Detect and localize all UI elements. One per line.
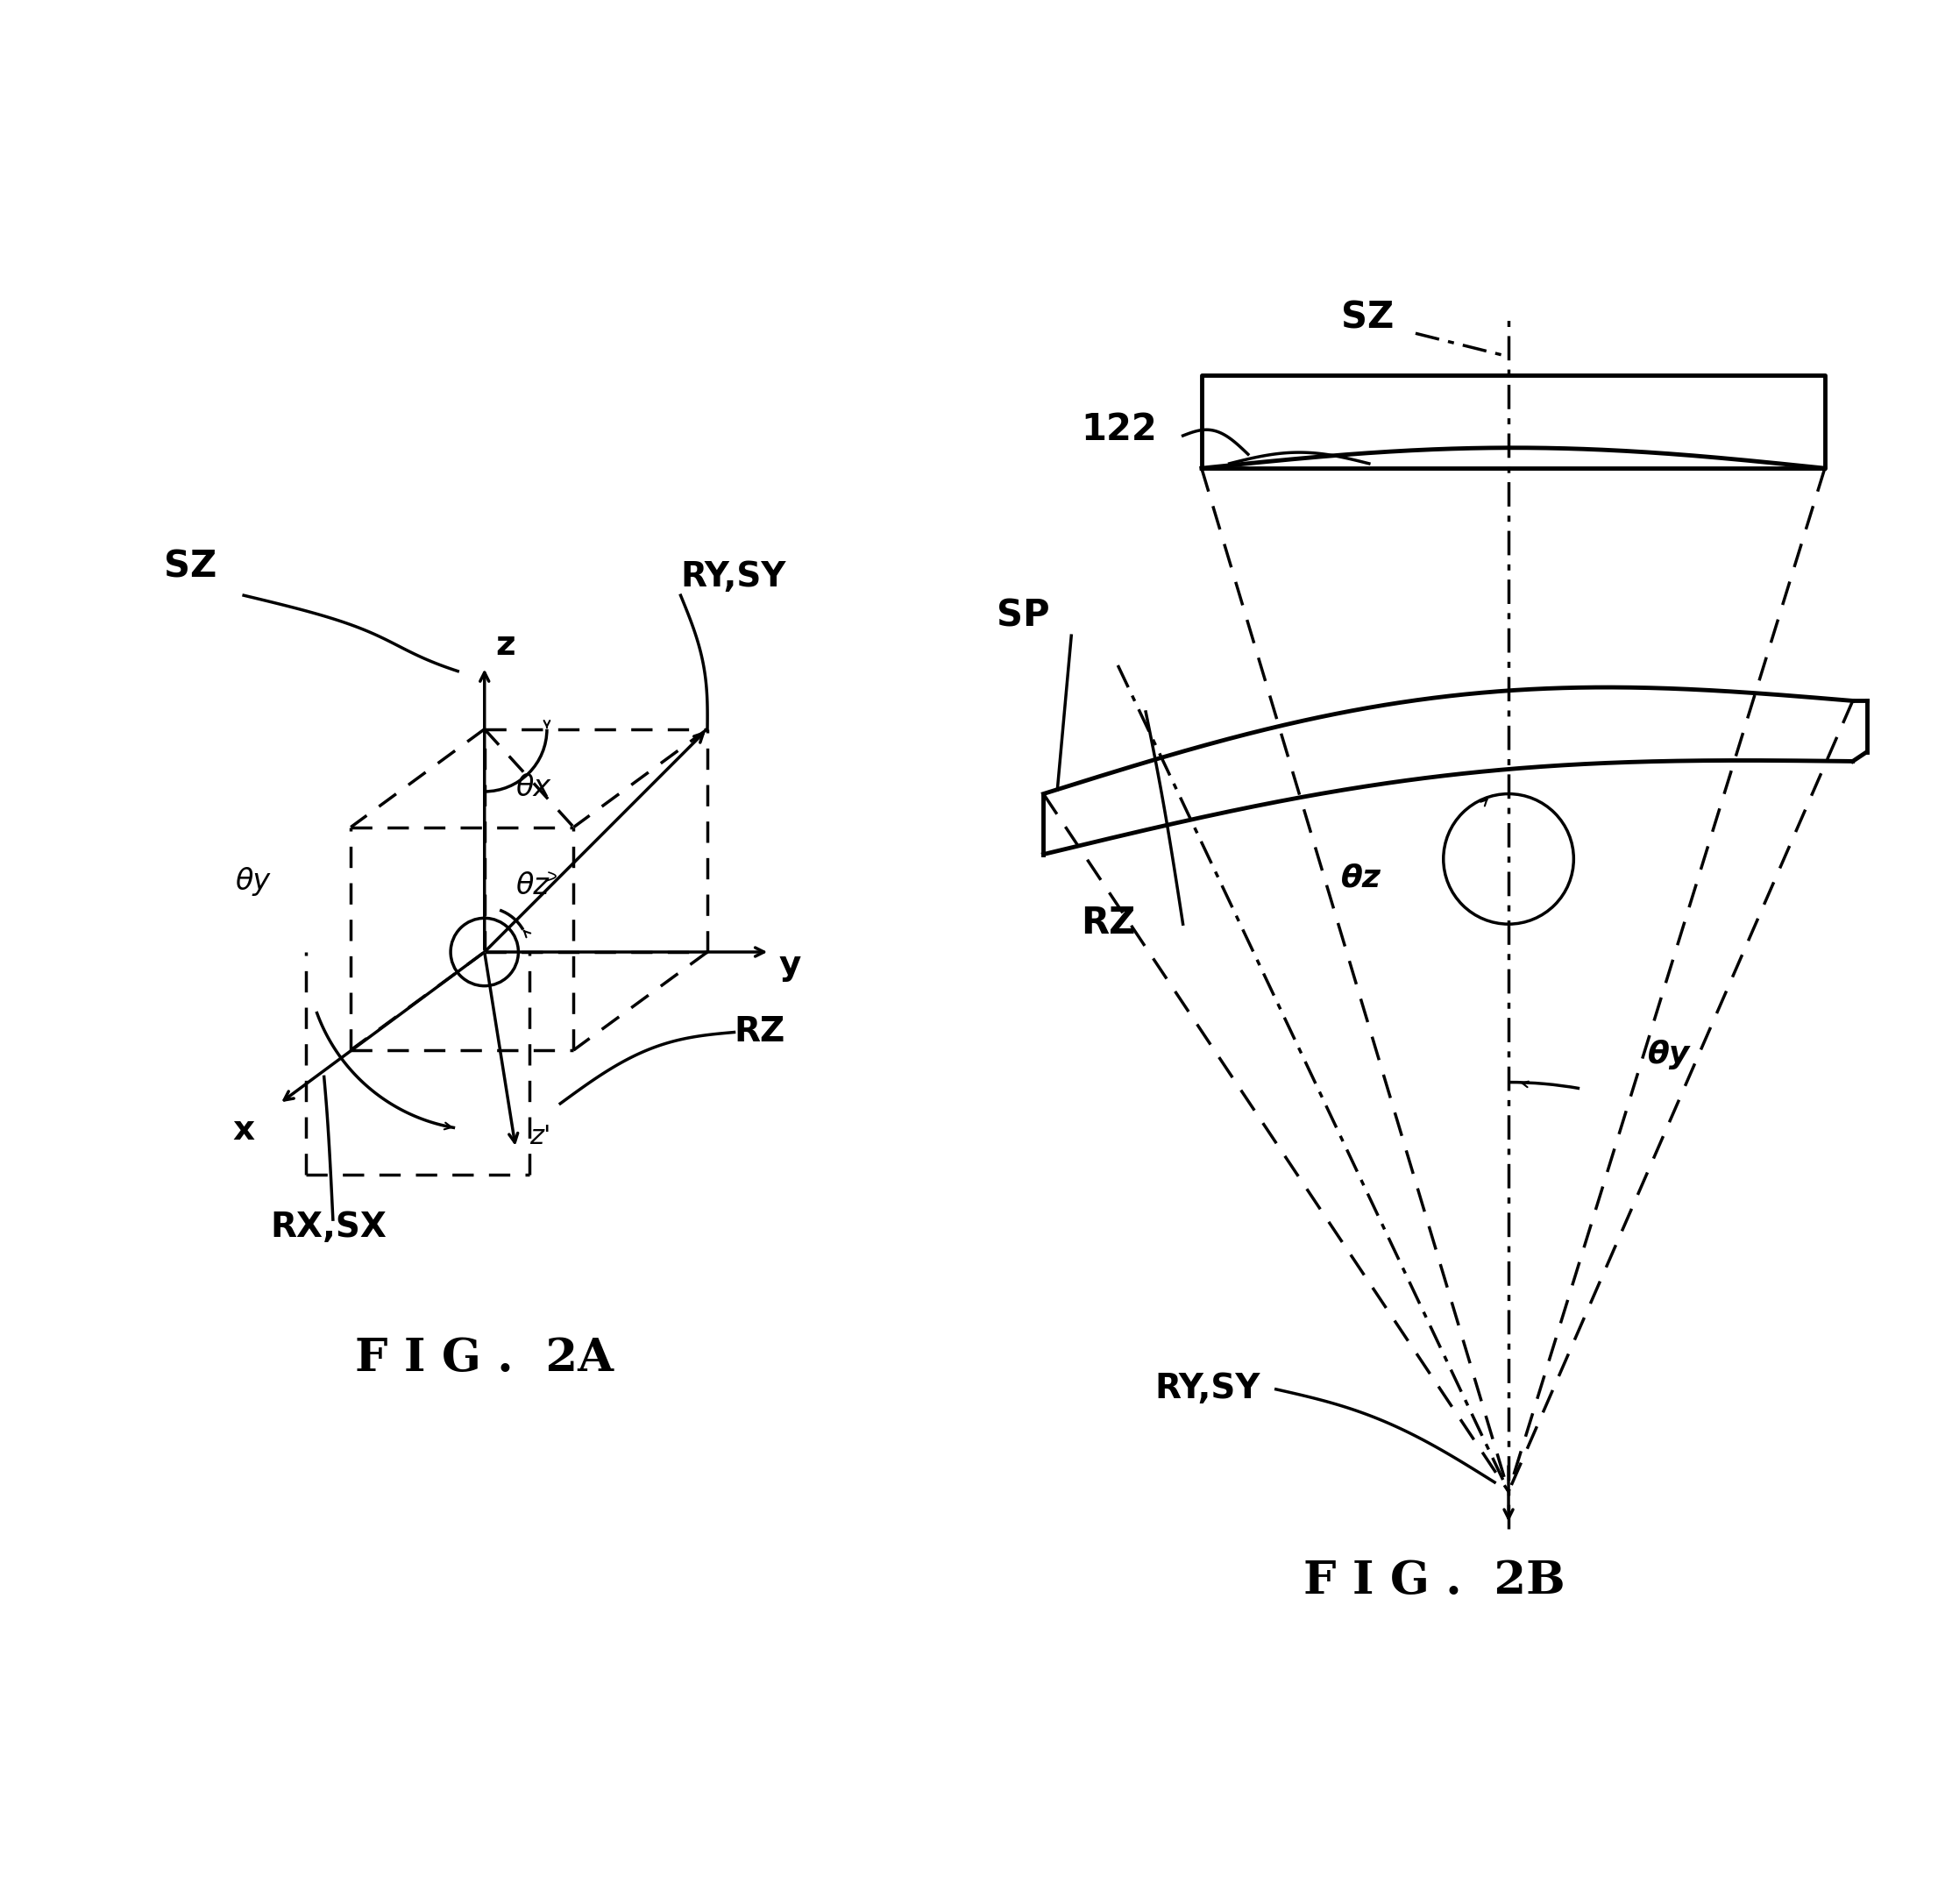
Text: z': z' [529,1123,550,1148]
Text: θz: θz [516,872,548,901]
Text: z: z [496,628,516,663]
Text: RZ: RZ [1081,904,1136,941]
Text: SP: SP [996,598,1050,634]
Text: RX,SX: RX,SX [271,1211,388,1245]
Text: SZ: SZ [1341,299,1393,337]
Text: θx: θx [516,773,550,802]
Text: RZ: RZ [735,1015,785,1049]
Text: θz: θz [1341,863,1382,893]
Text: θy: θy [1647,1040,1690,1070]
Text: F I G .  2A: F I G . 2A [355,1337,614,1380]
Text: F I G .  2B: F I G . 2B [1302,1559,1566,1603]
Text: SZ: SZ [163,548,217,585]
Text: 122: 122 [1081,411,1157,447]
Text: y: y [779,948,800,982]
Text: RY,SY: RY,SY [1155,1373,1260,1405]
Text: θy: θy [234,866,269,895]
Text: x: x [233,1114,254,1146]
Text: RY,SY: RY,SY [680,560,787,594]
